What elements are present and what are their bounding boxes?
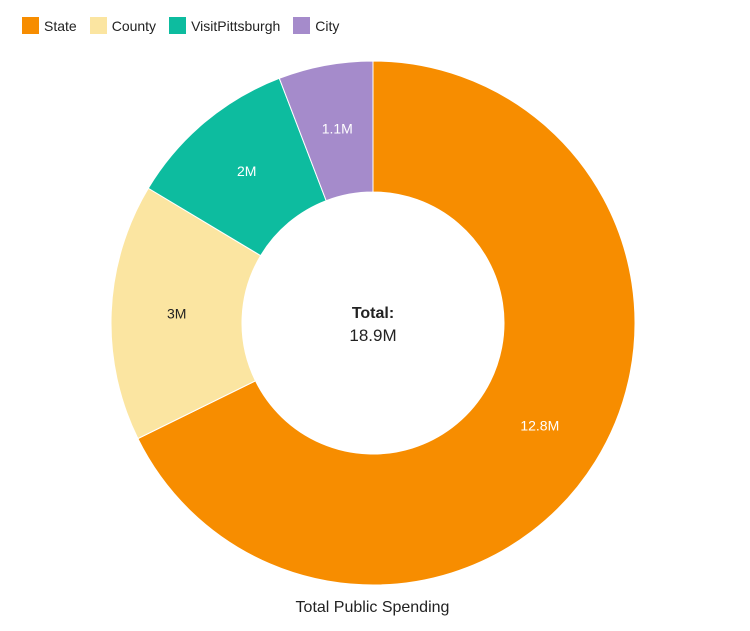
legend-item-state[interactable]: State <box>22 17 77 34</box>
slice-label-county: 3M <box>167 306 186 322</box>
slice-city[interactable] <box>278 60 374 202</box>
center-total-label: Total: <box>352 305 394 322</box>
slice-label-state: 12.8M <box>520 418 559 434</box>
legend-item-county[interactable]: County <box>89 17 157 34</box>
legend-item-city[interactable]: City <box>293 17 339 34</box>
chart-legend: State County VisitPittsburgh City <box>22 17 339 34</box>
slice-county[interactable] <box>110 187 262 440</box>
legend-swatch-visitpittsburgh <box>169 17 187 34</box>
slice-label-city: 1.1M <box>322 120 353 136</box>
donut-slice-labels: 12.8M 3M 2M 1.1M <box>167 120 559 433</box>
legend-label-visitpittsburgh: VisitPittsburgh <box>191 17 281 34</box>
legend-swatch-city <box>293 17 311 34</box>
slice-state[interactable] <box>137 60 636 586</box>
chart-title: Total Public Spending <box>295 599 450 616</box>
legend-swatch-state <box>22 17 39 34</box>
legend-label-county: County <box>111 17 157 34</box>
legend-item-visitpittsburgh[interactable]: VisitPittsburgh <box>169 17 280 34</box>
legend-label-city: City <box>315 17 340 34</box>
legend-label-state: State <box>44 17 77 34</box>
legend-swatch-county <box>89 17 107 34</box>
slice-label-visitpittsburgh: 2M <box>237 163 256 179</box>
center-total-value: 18.9M <box>349 326 396 345</box>
donut-slices <box>110 60 636 586</box>
